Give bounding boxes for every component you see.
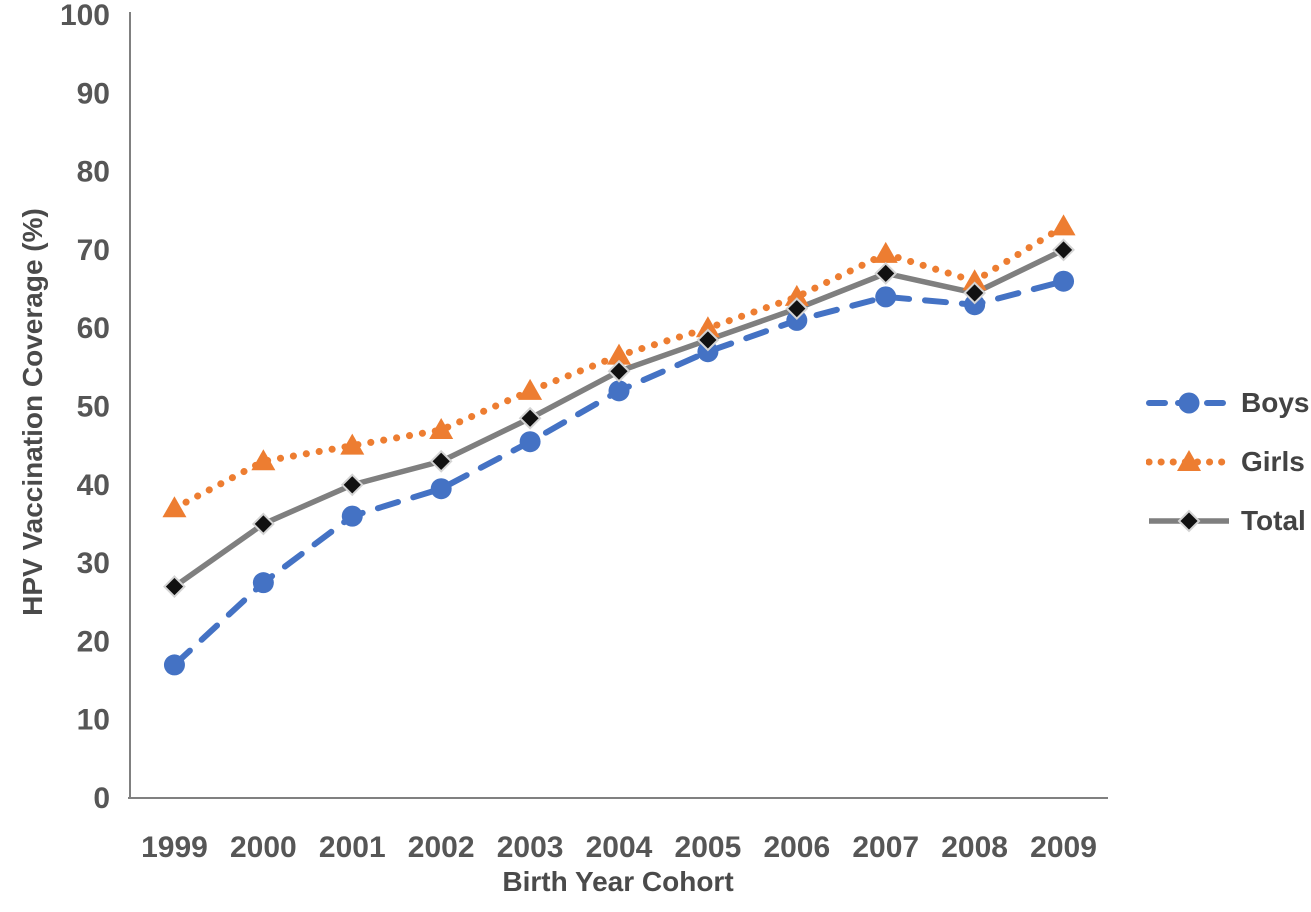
boys-marker xyxy=(1178,392,1200,414)
y-tick-label: 30 xyxy=(77,547,110,580)
total-marker xyxy=(1177,509,1201,533)
y-tick-label: 100 xyxy=(60,0,110,32)
legend-label-total: Total xyxy=(1241,505,1306,536)
total-marker xyxy=(429,449,453,473)
y-tick-label: 60 xyxy=(77,312,110,345)
y-axis-title: HPV Vaccination Coverage (%) xyxy=(17,208,48,616)
girls-marker xyxy=(429,417,454,439)
boys-marker xyxy=(964,294,986,316)
x-tick-label: 2000 xyxy=(230,831,297,864)
boys-marker xyxy=(697,341,719,363)
total-marker xyxy=(1052,238,1075,262)
boys-series-line xyxy=(171,278,1067,668)
x-axis-title: Birth Year Cohort xyxy=(502,866,734,897)
total-marker xyxy=(963,281,987,305)
boys-marker xyxy=(1053,270,1075,292)
legend-item-total: Total xyxy=(1146,499,1309,543)
total-solid-line-diamond-icon xyxy=(1149,509,1229,533)
y-tick-label: 80 xyxy=(77,156,110,189)
boys-marker xyxy=(786,309,808,331)
legend-item-boys: Boys xyxy=(1146,381,1309,425)
x-tick-label: 2005 xyxy=(675,831,742,864)
girls-marker xyxy=(962,269,987,291)
boys-marker xyxy=(519,431,541,453)
girls-marker xyxy=(1177,450,1201,471)
total-marker xyxy=(340,473,364,497)
boys-marker xyxy=(875,286,897,308)
legend-label-boys: Boys xyxy=(1241,387,1310,418)
girls-marker xyxy=(162,496,187,518)
y-tick-label: 70 xyxy=(77,234,110,267)
girls-marker xyxy=(873,241,898,263)
y-tick-label: 20 xyxy=(77,625,110,658)
girls-marker xyxy=(695,316,720,338)
girls-marker xyxy=(340,433,365,455)
y-tick-label: 0 xyxy=(93,782,110,815)
boys-marker xyxy=(163,654,185,676)
total-marker xyxy=(874,261,898,285)
total-marker xyxy=(607,359,631,383)
y-tick-label: 50 xyxy=(77,391,110,424)
legend-item-girls: Girls xyxy=(1146,440,1309,484)
x-tick-label: 1999 xyxy=(141,831,208,864)
total-marker xyxy=(251,512,275,536)
x-tick-label: 2009 xyxy=(1030,831,1097,864)
girls-marker xyxy=(251,449,276,471)
legend: Boys Girls Total xyxy=(1146,381,1309,543)
y-tick-label: 10 xyxy=(77,704,110,737)
girls-marker xyxy=(518,378,543,400)
x-tick-label: 2003 xyxy=(497,831,564,864)
x-tick-label: 2001 xyxy=(319,831,386,864)
girls-marker xyxy=(607,343,631,365)
total-marker xyxy=(518,406,542,430)
girls-marker xyxy=(1051,214,1076,236)
x-tick-label: 2008 xyxy=(941,831,1008,864)
x-tick-label: 2006 xyxy=(763,831,830,864)
boys-marker xyxy=(430,478,452,500)
total-marker xyxy=(696,328,720,352)
x-tick-label: 2002 xyxy=(408,831,475,864)
x-tick-label: 2007 xyxy=(852,831,919,864)
y-tick-label: 40 xyxy=(77,469,110,502)
boys-marker xyxy=(608,380,630,402)
total-marker xyxy=(163,575,186,599)
girls-marker xyxy=(784,284,809,306)
y-tick-label: 90 xyxy=(77,77,110,110)
total-marker xyxy=(785,297,809,321)
boys-marker xyxy=(252,572,274,594)
x-tick-label: 2004 xyxy=(586,831,653,864)
boys-dashed-line-circle-icon xyxy=(1146,392,1232,414)
girls-dotted-line-triangle-icon xyxy=(1146,450,1232,471)
legend-label-girls: Girls xyxy=(1241,446,1305,477)
boys-marker xyxy=(341,505,363,527)
